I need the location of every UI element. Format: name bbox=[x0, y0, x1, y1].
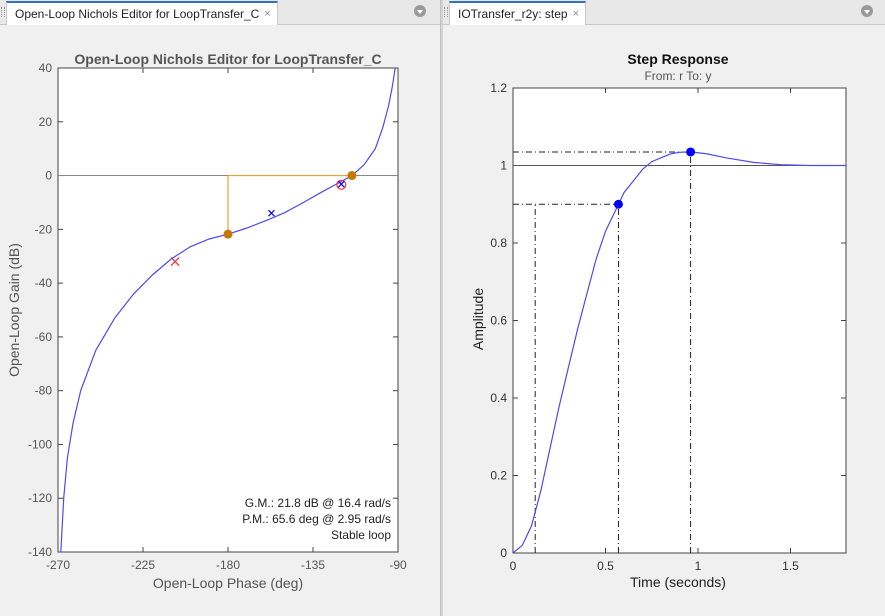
step-y-tick-label: 0.2 bbox=[490, 469, 507, 483]
tab-step-response[interactable]: IOTransfer_r2y: step × bbox=[449, 1, 587, 25]
tab-step-response-label: IOTransfer_r2y: step bbox=[458, 7, 568, 21]
nichols-y-tick-label: -140 bbox=[28, 545, 52, 559]
nichols-x-tick-label: -225 bbox=[131, 558, 155, 572]
step-x-tick-label: 1 bbox=[695, 559, 702, 573]
step-y-tick-label: 0 bbox=[500, 546, 507, 560]
step-response-panel: IOTransfer_r2y: step × Step Response Fro… bbox=[443, 0, 885, 616]
panel-menu-icon[interactable] bbox=[414, 5, 426, 17]
nichols-plot-area[interactable] bbox=[57, 67, 399, 553]
step-subtitle: From: r To: y bbox=[644, 69, 711, 83]
step-plot-area[interactable] bbox=[512, 87, 847, 554]
nichols-y-tick-label: -100 bbox=[28, 437, 52, 451]
step-x-tick-label: 1.5 bbox=[782, 559, 799, 573]
nichols-y-tick-label: -60 bbox=[35, 330, 53, 344]
step-title: Step Response bbox=[627, 51, 728, 67]
step-y-tick-label: 0.8 bbox=[490, 236, 507, 250]
nichols-x-tick-label: -180 bbox=[216, 558, 240, 572]
nichols-y-tick-label: 0 bbox=[45, 169, 52, 183]
closed-loop-pole-marker bbox=[268, 209, 275, 217]
panel-menu-icon[interactable] bbox=[861, 5, 873, 17]
step-xlabel: Time (seconds) bbox=[630, 574, 726, 590]
nichols-curve bbox=[60, 67, 396, 553]
step-marks bbox=[512, 147, 846, 554]
zero-marker bbox=[336, 179, 347, 190]
closed-loop-pole-marker bbox=[337, 180, 345, 188]
nichols-y-tick-label: 20 bbox=[39, 115, 53, 129]
step-y-tick-label: 1 bbox=[500, 159, 507, 173]
nichols-y-tick-label: -40 bbox=[35, 276, 53, 290]
step-chart[interactable]: Step Response From: r To: y 0 0.5 1 1.5 0 0.2… bbox=[443, 25, 885, 616]
step-y-tick-label: 0.4 bbox=[490, 391, 507, 405]
pole-marker bbox=[170, 257, 180, 267]
step-x-tick-label: 0.5 bbox=[597, 559, 614, 573]
nichols-x-tick-label: -270 bbox=[46, 558, 70, 572]
nichols-ticks: -270 -225 -180 -135 -90 -140 -120 -100 -80 -60 -40… bbox=[28, 61, 407, 572]
nichols-y-tick-label: 40 bbox=[39, 61, 53, 75]
step-y-tick-label: 0.6 bbox=[490, 314, 507, 328]
nichols-editor-panel: Open-Loop Nichols Editor for LoopTransfe… bbox=[0, 0, 440, 616]
step-ticks: 0 0.5 1 1.5 0 0.2 0.4 0.6 0.8 1 1.2 bbox=[490, 81, 846, 573]
nichols-xlabel: Open-Loop Phase (deg) bbox=[153, 575, 303, 591]
step-curve bbox=[512, 151, 846, 554]
right-drag-grip[interactable] bbox=[444, 7, 448, 17]
nichols-marks bbox=[58, 67, 398, 553]
phase-margin-text: P.M.: 65.6 deg @ 2.95 rad/s bbox=[242, 512, 391, 526]
nichols-ylabel: Open-Loop Gain (dB) bbox=[6, 243, 22, 377]
step-y-tick-label: 1.2 bbox=[490, 81, 507, 95]
close-icon[interactable]: × bbox=[264, 8, 271, 20]
nichols-x-tick-label: -135 bbox=[301, 558, 325, 572]
gain-margin-text: G.M.: 21.8 dB @ 16.4 rad/s bbox=[245, 496, 391, 510]
right-tab-bar: IOTransfer_r2y: step × bbox=[443, 0, 885, 25]
tab-nichols-editor-label: Open-Loop Nichols Editor for LoopTransfe… bbox=[15, 7, 260, 21]
left-drag-grip[interactable] bbox=[1, 7, 5, 17]
gain-margin-marker bbox=[223, 229, 233, 239]
nichols-y-tick-label: -80 bbox=[35, 384, 53, 398]
panel-splitter[interactable] bbox=[440, 0, 444, 616]
nichols-x-tick-label: -90 bbox=[389, 558, 407, 572]
nichols-y-tick-label: -20 bbox=[35, 222, 53, 236]
close-icon[interactable]: × bbox=[572, 8, 580, 20]
step-x-tick-label: 0 bbox=[510, 559, 517, 573]
tab-nichols-editor[interactable]: Open-Loop Nichols Editor for LoopTransfe… bbox=[6, 1, 278, 25]
phase-margin-marker bbox=[347, 171, 357, 181]
nichols-y-tick-label: -120 bbox=[28, 491, 52, 505]
stability-text: Stable loop bbox=[331, 528, 391, 542]
step-ylabel: Amplitude bbox=[470, 288, 486, 350]
rise-time-marker bbox=[613, 199, 623, 209]
nichols-chart[interactable]: Open-Loop Nichols Editor for LoopTransfe… bbox=[0, 25, 440, 616]
peak-marker bbox=[686, 147, 696, 157]
left-tab-bar: Open-Loop Nichols Editor for LoopTransfe… bbox=[0, 0, 440, 25]
nichols-title: Open-Loop Nichols Editor for LoopTransfe… bbox=[74, 51, 381, 67]
